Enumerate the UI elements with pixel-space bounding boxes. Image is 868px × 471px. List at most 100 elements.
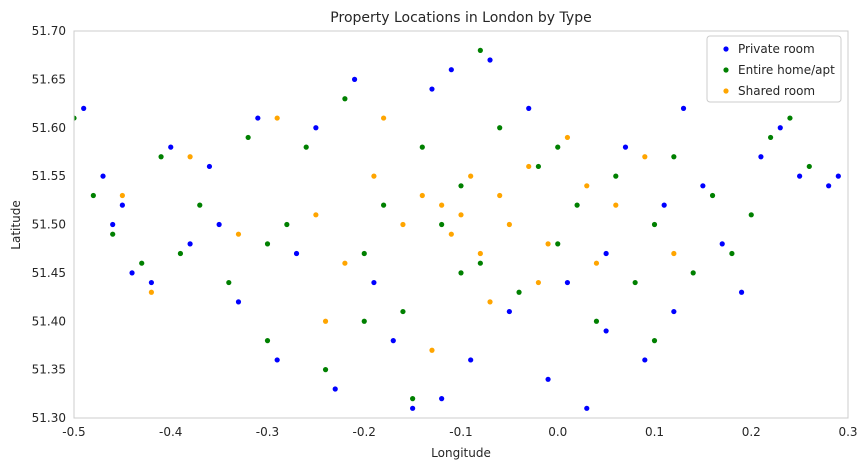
point-series-1-17 xyxy=(419,144,425,150)
point-series-0-13 xyxy=(332,386,338,392)
point-series-2-7 xyxy=(371,173,377,179)
point-series-1-6 xyxy=(197,202,203,208)
point-series-0-44 xyxy=(671,308,677,315)
point-series-0-38 xyxy=(826,183,832,189)
plot-area xyxy=(74,47,841,411)
point-series-0-3 xyxy=(129,270,135,276)
point-series-2-22 xyxy=(642,154,648,160)
point-series-0-6 xyxy=(187,241,193,247)
point-series-0-29 xyxy=(642,357,648,363)
point-series-1-27 xyxy=(613,173,619,179)
point-series-1-42 xyxy=(555,144,561,150)
point-series-0-41 xyxy=(216,221,222,228)
point-series-2-28 xyxy=(593,260,600,266)
point-series-1-41 xyxy=(361,318,367,324)
point-series-2-9 xyxy=(419,192,425,199)
point-series-0-42 xyxy=(603,250,609,257)
point-series-2-25 xyxy=(487,299,493,305)
chart-title: Property Locations in London by Type xyxy=(330,10,591,26)
point-series-1-7 xyxy=(226,279,232,286)
point-series-1-13 xyxy=(342,96,348,102)
point-series-2-6 xyxy=(342,260,348,266)
x-axis: -0.5 -0.4 -0.3 -0.2 -0.1 0.0 0.1 0.2 0.3 xyxy=(62,425,857,439)
point-series-1-19 xyxy=(458,183,464,189)
point-series-1-24 xyxy=(555,241,561,247)
point-series-0-31 xyxy=(680,105,687,111)
point-series-0-37 xyxy=(797,173,803,179)
point-series-2-29 xyxy=(535,279,542,286)
point-series-1-39 xyxy=(410,396,416,402)
point-series-0-39 xyxy=(835,173,841,179)
point-series-2-19 xyxy=(564,134,571,141)
point-series-2-21 xyxy=(613,202,619,208)
x-tick-label: 0.2 xyxy=(742,425,761,439)
point-series-1-40 xyxy=(458,270,464,276)
point-series-1-4 xyxy=(158,154,164,160)
point-series-0-9 xyxy=(255,115,261,121)
legend-box xyxy=(706,35,842,103)
point-series-2-26 xyxy=(381,115,387,121)
point-series-1-37 xyxy=(806,163,812,170)
point-series-1-15 xyxy=(381,202,387,208)
point-series-0-7 xyxy=(206,163,213,170)
point-series-1-26 xyxy=(593,318,600,324)
point-series-0-22 xyxy=(506,308,512,315)
point-series-0-11 xyxy=(293,250,300,257)
legend-label: Entire home/apt xyxy=(738,63,835,77)
point-series-0-23 xyxy=(526,105,532,111)
y-axis-label: Latitude xyxy=(9,200,23,249)
point-series-0-35 xyxy=(758,154,764,160)
point-series-0-33 xyxy=(719,241,725,247)
point-series-2-14 xyxy=(477,250,483,257)
point-series-2-3 xyxy=(235,231,242,237)
point-series-2-11 xyxy=(448,231,454,237)
point-series-1-29 xyxy=(651,221,658,228)
point-series-0-0 xyxy=(81,105,87,111)
point-series-0-27 xyxy=(603,328,609,334)
point-series-1-20 xyxy=(477,260,483,266)
point-series-1-28 xyxy=(632,279,638,286)
y-tick-label: 51.55 xyxy=(32,169,66,183)
point-series-0-12 xyxy=(313,125,319,131)
point-series-1-12 xyxy=(322,367,329,373)
x-tick-label: 0.0 xyxy=(548,425,567,439)
point-series-1-1 xyxy=(90,192,96,199)
point-series-2-13 xyxy=(468,173,474,179)
y-tick-label: 51.65 xyxy=(32,72,66,86)
point-series-1-23 xyxy=(535,163,542,170)
point-series-2-5 xyxy=(313,212,319,218)
x-tick-label: 0.1 xyxy=(645,425,664,439)
y-tick-label: 51.45 xyxy=(32,266,66,280)
point-series-1-11 xyxy=(303,144,309,150)
y-tick-label: 51.70 xyxy=(32,24,66,38)
point-series-2-0 xyxy=(119,192,125,199)
point-series-0-21 xyxy=(487,57,493,63)
point-series-2-20 xyxy=(584,183,590,189)
point-series-0-32 xyxy=(700,183,706,189)
point-series-0-43 xyxy=(439,396,445,402)
point-series-1-31 xyxy=(690,270,696,276)
point-series-2-27 xyxy=(322,318,329,324)
point-series-0-8 xyxy=(235,299,242,305)
point-series-0-36 xyxy=(777,125,783,131)
x-axis-label: Longitude xyxy=(431,446,491,460)
point-series-1-35 xyxy=(768,134,774,141)
y-axis: 51.30 51.35 51.40 51.45 51.50 51.55 51.60 51.65… xyxy=(32,24,66,425)
point-series-2-4 xyxy=(274,115,280,121)
point-series-2-24 xyxy=(429,347,435,353)
point-series-0-5 xyxy=(168,144,174,150)
legend-marker xyxy=(723,46,729,52)
y-tick-label: 51.30 xyxy=(32,411,66,425)
point-series-1-18 xyxy=(439,221,445,228)
point-series-2-16 xyxy=(506,221,512,228)
point-series-1-2 xyxy=(110,231,116,237)
x-tick-label: -0.4 xyxy=(159,425,182,439)
legend-marker xyxy=(723,67,729,73)
point-series-1-38 xyxy=(477,47,483,53)
point-series-1-33 xyxy=(729,250,735,257)
legend-label: Shared room xyxy=(738,84,815,98)
point-series-1-34 xyxy=(748,212,754,218)
point-series-1-16 xyxy=(400,308,406,315)
point-series-1-32 xyxy=(709,192,716,199)
